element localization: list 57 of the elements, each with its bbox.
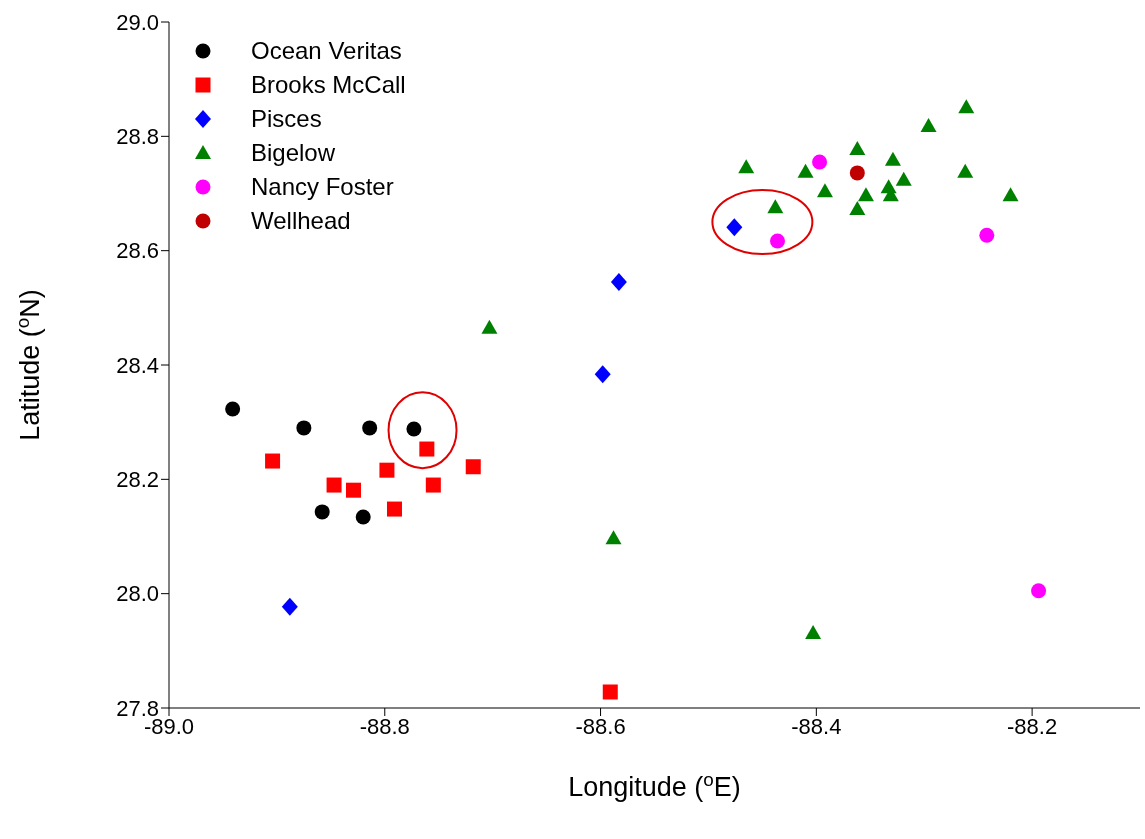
- x-tick-label: -88.8: [359, 713, 410, 739]
- point: [1002, 187, 1019, 202]
- x-tick-label: -88.6: [575, 713, 626, 739]
- point: [314, 504, 330, 520]
- point: [265, 453, 281, 469]
- x-tick-label: -88.2: [1007, 713, 1058, 739]
- point: [805, 625, 822, 640]
- y-tick-label: 28.2: [116, 467, 159, 493]
- point: [345, 482, 361, 498]
- point: [957, 163, 974, 178]
- y-tick-label: 28.8: [116, 124, 159, 150]
- legend-label: Wellhead: [251, 207, 351, 235]
- point: [1031, 583, 1047, 599]
- point: [610, 273, 627, 292]
- point: [884, 151, 901, 166]
- point: [419, 441, 435, 457]
- legend-label: Brooks McCall: [251, 71, 406, 99]
- point: [812, 154, 828, 170]
- point: [605, 530, 622, 545]
- point: [465, 459, 481, 475]
- point: [296, 420, 312, 436]
- point: [958, 99, 975, 114]
- point: [355, 509, 371, 525]
- point: [849, 140, 866, 155]
- y-tick-label: 28.4: [116, 352, 159, 378]
- point: [594, 365, 611, 384]
- point: [816, 183, 833, 198]
- point: [797, 163, 814, 178]
- point: [767, 199, 784, 214]
- legend-label: Pisces: [251, 105, 322, 133]
- point: [386, 501, 402, 517]
- point: [849, 200, 866, 215]
- y-tick-label: 28.0: [116, 581, 159, 607]
- y-tick-label: 29.0: [116, 9, 159, 35]
- y-tick-label: 28.6: [116, 238, 159, 264]
- point: [602, 684, 618, 700]
- point: [326, 477, 342, 493]
- point: [979, 227, 995, 243]
- point: [406, 421, 422, 437]
- legend-label: Nancy Foster: [251, 173, 394, 201]
- point: [895, 171, 912, 186]
- point: [849, 165, 865, 181]
- point: [481, 319, 498, 334]
- point: [225, 401, 241, 417]
- point: [857, 187, 874, 202]
- point: [425, 477, 441, 493]
- point: [362, 420, 378, 436]
- point: [769, 233, 785, 249]
- x-axis-title: Longitude ($^{o}$E): [568, 768, 741, 802]
- point: [281, 597, 298, 616]
- legend-label: Ocean Veritas: [251, 37, 402, 65]
- point: [379, 462, 395, 478]
- legend-label: Bigelow: [251, 139, 336, 167]
- x-tick-label: -88.4: [791, 713, 842, 739]
- point: [738, 159, 755, 174]
- point: [920, 118, 937, 133]
- point: [726, 218, 743, 237]
